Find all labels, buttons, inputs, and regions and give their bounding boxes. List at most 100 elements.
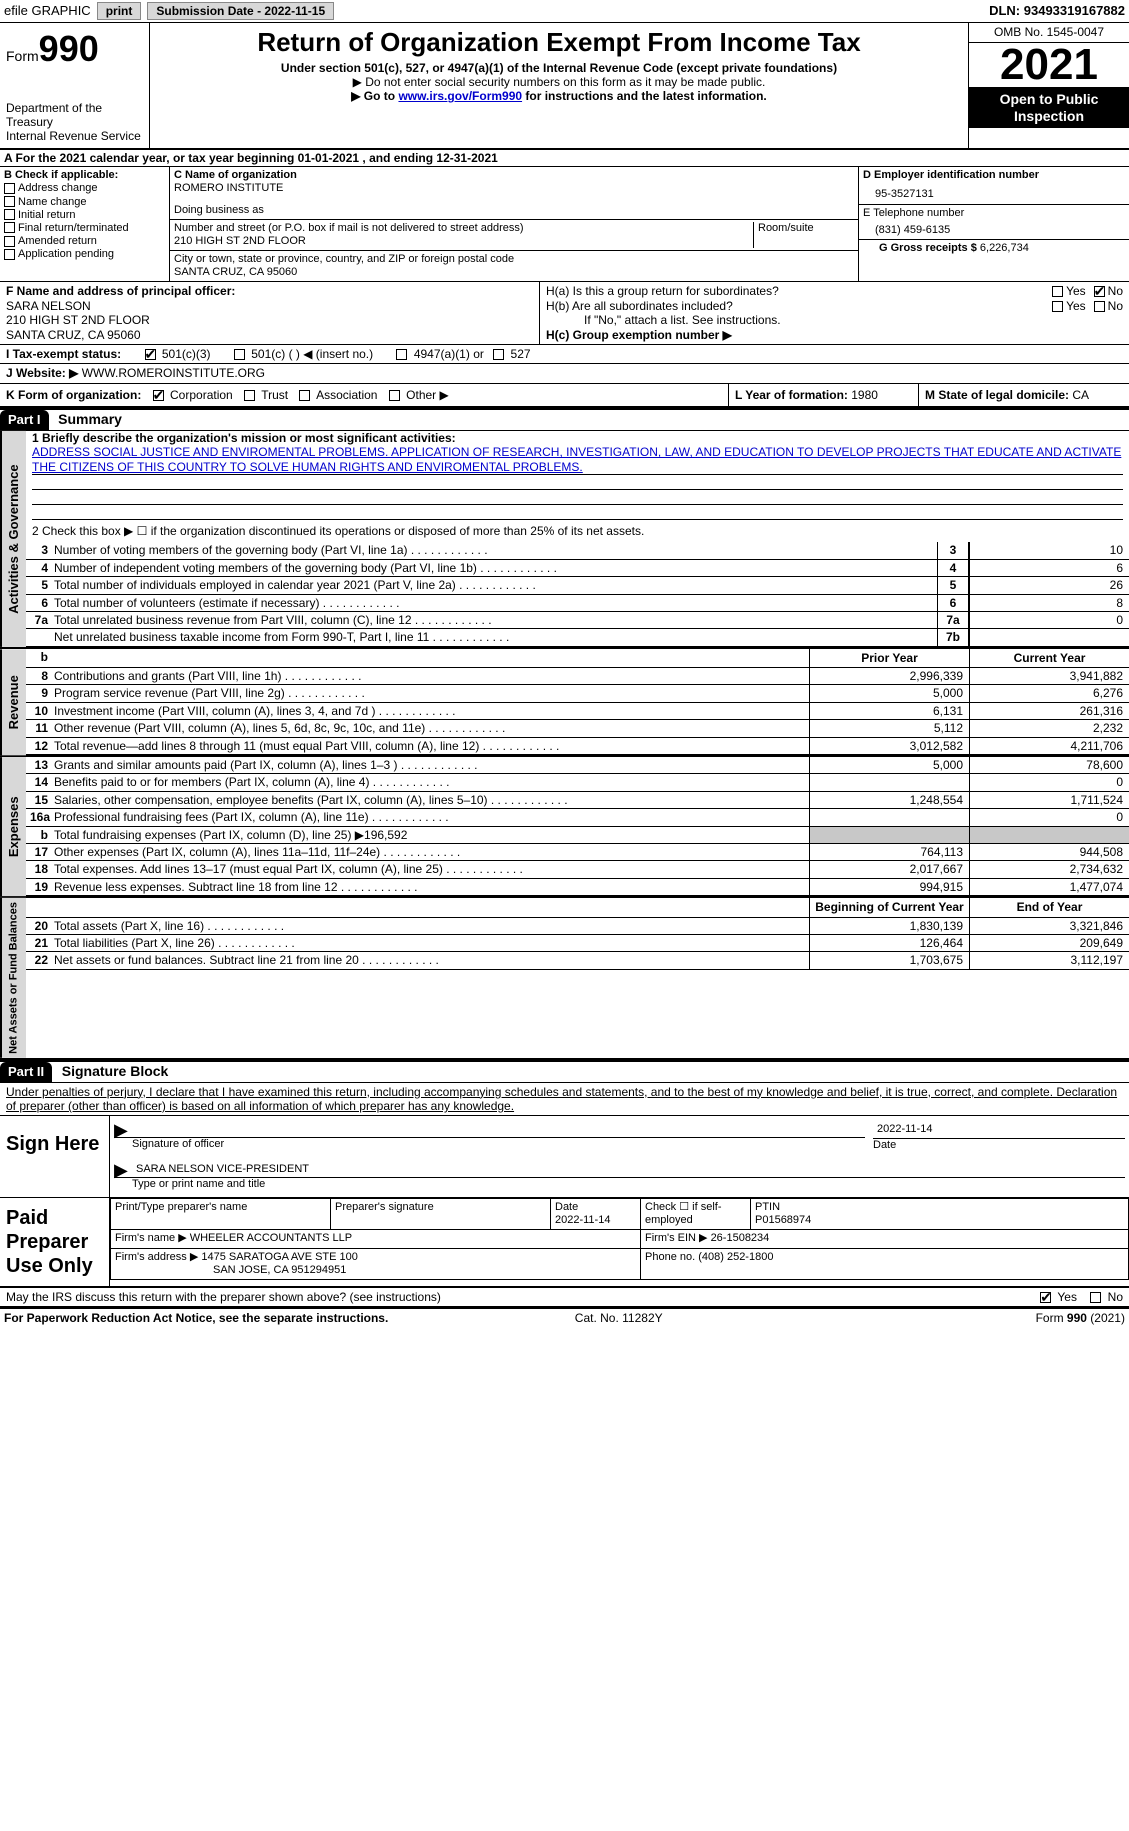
officer-name-line: ▶SARA NELSON VICE-PRESIDENT <box>114 1162 1125 1178</box>
sign-date: 2022-11-14 <box>873 1122 1125 1138</box>
checkbox-subs-no[interactable] <box>1094 301 1105 312</box>
revenue-header-row: b Prior Year Current Year <box>26 649 1129 668</box>
vtab-governance: Activities & Governance <box>0 431 26 647</box>
summary-row: 7a Total unrelated business revenue from… <box>26 612 1129 629</box>
room-suite: Room/suite <box>754 222 854 248</box>
form-number: Form990 <box>6 27 143 70</box>
section-k: K Form of organization: Corporation Trus… <box>0 384 729 406</box>
col-b: B Check if applicable: Address change Na… <box>0 167 170 281</box>
subtitle-2: ▶ Do not enter social security numbers o… <box>156 75 962 89</box>
checkbox-discuss-yes[interactable] <box>1040 1292 1051 1303</box>
summary-row: 5 Total number of individuals employed i… <box>26 577 1129 594</box>
summary-row: 8 Contributions and grants (Part VIII, l… <box>26 668 1129 685</box>
checkbox-discuss-no[interactable] <box>1090 1292 1101 1303</box>
subtitle-3: ▶ Go to www.irs.gov/Form990 for instruct… <box>156 89 962 103</box>
header-middle: Return of Organization Exempt From Incom… <box>150 23 969 147</box>
checkbox-501c3[interactable] <box>145 349 156 360</box>
checkbox-corp[interactable] <box>153 390 164 401</box>
section-i: I Tax-exempt status: 501(c)(3) 501(c) ( … <box>0 345 1129 364</box>
subtitle-1: Under section 501(c), 527, or 4947(a)(1)… <box>156 61 962 75</box>
org-city: SANTA CRUZ, CA 95060 <box>174 266 854 279</box>
checkbox-amended[interactable] <box>4 236 15 247</box>
summary-row: 3 Number of voting members of the govern… <box>26 542 1129 559</box>
col-d: D Employer identification number 95-3527… <box>859 167 1129 281</box>
ein: 95-3527131 <box>863 182 1125 201</box>
summary-row: 17 Other expenses (Part IX, column (A), … <box>26 844 1129 861</box>
checkbox-address-change[interactable] <box>4 183 15 194</box>
col-prior-year: Prior Year <box>809 649 969 667</box>
efile-label: efile GRAPHIC <box>4 3 91 19</box>
summary-row: 4 Number of independent voting members o… <box>26 560 1129 577</box>
preparer-ptin: P01568974 <box>755 1214 811 1226</box>
gross-receipts: 6,226,734 <box>980 242 1029 254</box>
checkbox-name-change[interactable] <box>4 196 15 207</box>
checkbox-527[interactable] <box>493 349 504 360</box>
section-h: H(a) Is this a group return for subordin… <box>540 282 1129 344</box>
identity-block: B Check if applicable: Address change Na… <box>0 167 1129 282</box>
summary-row: b Total fundraising expenses (Part IX, c… <box>26 827 1129 844</box>
line-a: A For the 2021 calendar year, or tax yea… <box>0 150 1129 167</box>
checkbox-group-yes[interactable] <box>1052 286 1063 297</box>
dln: DLN: 93493319167882 <box>989 3 1125 19</box>
form-header: Form990 Department of the Treasury Inter… <box>0 23 1129 149</box>
summary-row: 12 Total revenue—add lines 8 through 11 … <box>26 738 1129 755</box>
section-f: F Name and address of principal officer:… <box>0 282 540 344</box>
top-bar: efile GRAPHIC print Submission Date - 20… <box>0 0 1129 23</box>
paperwork-notice: For Paperwork Reduction Act Notice, see … <box>4 1311 388 1325</box>
sign-here-label: Sign Here <box>0 1116 110 1197</box>
preparer-self-employed: Check ☐ if self-employed <box>641 1199 751 1230</box>
col-c: C Name of organization ROMERO INSTITUTE … <box>170 167 859 281</box>
checkbox-501c[interactable] <box>234 349 245 360</box>
page-footer: For Paperwork Reduction Act Notice, see … <box>0 1307 1129 1327</box>
vtab-expenses: Expenses <box>0 757 26 896</box>
firm-name: WHEELER ACCOUNTANTS LLP <box>190 1232 352 1244</box>
net-assets-section: Net Assets or Fund Balances Beginning of… <box>0 898 1129 1060</box>
org-address: 210 HIGH ST 2ND FLOOR <box>174 235 749 248</box>
firm-address: 1475 SARATOGA AVE STE 100 <box>201 1251 358 1263</box>
arrow-icon: ▶ <box>114 1120 128 1142</box>
preparer-name-hdr: Print/Type preparer's name <box>111 1199 331 1230</box>
checkbox-other[interactable] <box>389 390 400 401</box>
summary-row: 16a Professional fundraising fees (Part … <box>26 809 1129 826</box>
revenue-section: Revenue b Prior Year Current Year 8 Cont… <box>0 649 1129 757</box>
checkbox-app-pending[interactable] <box>4 249 15 260</box>
org-name: ROMERO INSTITUTE <box>174 182 854 195</box>
arrow-icon: ▶ <box>114 1160 128 1182</box>
checkbox-4947[interactable] <box>396 349 407 360</box>
vtab-net-assets: Net Assets or Fund Balances <box>0 898 26 1058</box>
preparer-table: Print/Type preparer's name Preparer's si… <box>110 1198 1129 1280</box>
firm-ein: 26-1508234 <box>711 1232 770 1244</box>
line-2: 2 Check this box ▶ ☐ if the organization… <box>26 520 1129 542</box>
summary-row: 22 Net assets or fund balances. Subtract… <box>26 952 1129 969</box>
tax-year: 2021 <box>969 43 1129 87</box>
col-current-year: Current Year <box>969 649 1129 667</box>
checkbox-subs-yes[interactable] <box>1052 301 1063 312</box>
section-j: J Website: ▶ WWW.ROMEROINSTITUTE.ORG <box>0 364 1129 383</box>
summary-row: 10 Investment income (Part VIII, column … <box>26 703 1129 720</box>
section-klm: K Form of organization: Corporation Trus… <box>0 384 1129 408</box>
summary-row: 21 Total liabilities (Part X, line 26) 1… <box>26 935 1129 952</box>
summary-row: 18 Total expenses. Add lines 13–17 (must… <box>26 861 1129 878</box>
submission-date-button[interactable]: Submission Date - 2022-11-15 <box>147 2 334 20</box>
checkbox-final-return[interactable] <box>4 222 15 233</box>
mission-text: ADDRESS SOCIAL JUSTICE AND ENVIROMENTAL … <box>32 445 1123 475</box>
activities-governance: Activities & Governance 1 Briefly descri… <box>0 431 1129 649</box>
print-button[interactable]: print <box>97 2 142 20</box>
preparer-date: 2022-11-14 <box>555 1214 610 1226</box>
telephone: (831) 459-6135 <box>863 220 1125 237</box>
checkbox-assoc[interactable] <box>299 390 310 401</box>
discuss-row: May the IRS discuss this return with the… <box>0 1288 1129 1307</box>
firm-phone: (408) 252-1800 <box>698 1251 773 1263</box>
form-title: Return of Organization Exempt From Incom… <box>156 27 962 58</box>
section-l: L Year of formation: 1980 <box>729 384 919 406</box>
checkbox-initial-return[interactable] <box>4 209 15 220</box>
paid-preparer-label: Paid Preparer Use Only <box>0 1198 110 1286</box>
irs-link[interactable]: www.irs.gov/Form990 <box>398 89 522 103</box>
checkbox-group-no[interactable] <box>1094 286 1105 297</box>
vtab-revenue: Revenue <box>0 649 26 755</box>
summary-row: 14 Benefits paid to or for members (Part… <box>26 774 1129 791</box>
col-begin-year: Beginning of Current Year <box>809 898 969 916</box>
na-header-row: Beginning of Current Year End of Year <box>26 898 1129 917</box>
checkbox-trust[interactable] <box>244 390 255 401</box>
summary-row: 6 Total number of volunteers (estimate i… <box>26 595 1129 612</box>
